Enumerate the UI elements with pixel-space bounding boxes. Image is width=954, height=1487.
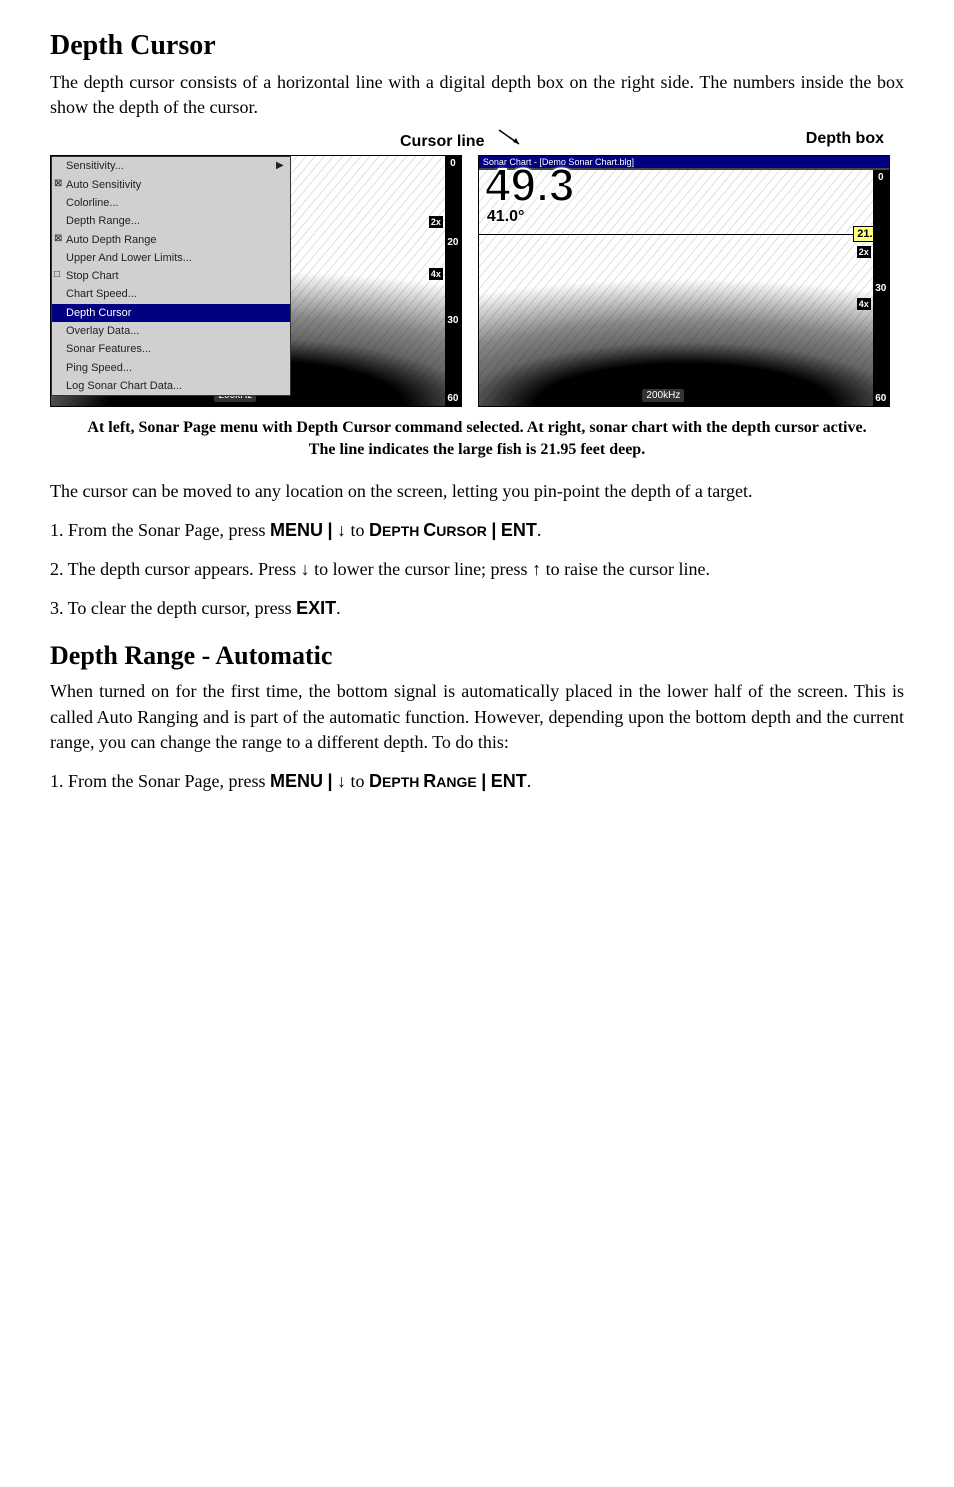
text: .	[537, 520, 542, 540]
text: 1. From the Sonar Page, press	[50, 520, 270, 540]
menu-item[interactable]: Depth Cursor	[52, 304, 290, 322]
ent-key: ENT	[491, 771, 527, 791]
cursor-line-label: Cursor line	[400, 133, 484, 150]
temp-readout: 41.0°	[487, 208, 525, 226]
sep: |	[327, 771, 332, 791]
sonar-page-menu[interactable]: Sensitivity...▶Auto SensitivityColorline…	[51, 156, 291, 396]
text: .	[336, 598, 341, 618]
menu-item[interactable]: Upper And Lower Limits...	[52, 249, 290, 267]
menu-item[interactable]: Sonar Features...	[52, 340, 290, 358]
text: ANGE	[436, 774, 476, 790]
scale-tick: 30	[447, 315, 458, 326]
text: 1. From the Sonar Page, press	[50, 771, 270, 791]
step-b1: 1. From the Sonar Page, press MENU | ↓ t…	[50, 769, 904, 794]
menu-item[interactable]: Ping Speed...	[52, 359, 290, 377]
section2-paragraph: When turned on for the first time, the b…	[50, 679, 904, 755]
menu-key: MENU	[270, 771, 323, 791]
ent-key: ENT	[501, 520, 537, 540]
down-arrow-icon: ↓	[301, 559, 310, 579]
text: EPTH	[382, 523, 423, 539]
cursor-line-arrow-icon	[489, 128, 529, 146]
screenshot-menu: 0 20 30 60 2x 4x 200kHz Sensitivity...▶A…	[50, 155, 462, 407]
zoom-mark: 4x	[429, 268, 443, 280]
scale-tick: 0	[878, 172, 884, 183]
intro-paragraph: The depth cursor consists of a horizonta…	[50, 70, 904, 120]
menu-item[interactable]: Auto Sensitivity	[52, 176, 290, 194]
submenu-arrow-icon: ▶	[276, 159, 284, 172]
text: .	[527, 771, 532, 791]
step-3: 3. To clear the depth cursor, press EXIT…	[50, 596, 904, 621]
zoom-mark: 4x	[857, 298, 871, 310]
scale-tick: 60	[875, 393, 886, 404]
menu-item[interactable]: Depth Range...	[52, 212, 290, 230]
sep: |	[481, 771, 486, 791]
depth-scale: 0 30 60	[873, 170, 889, 406]
depth-cursor-line[interactable]	[479, 234, 873, 235]
zoom-mark: 2x	[429, 216, 443, 228]
exit-key: EXIT	[296, 598, 336, 618]
menu-item[interactable]: Colorline...	[52, 194, 290, 212]
menu-item[interactable]: Stop Chart	[52, 267, 290, 285]
depth-readout: 49.3	[485, 158, 575, 212]
explain-paragraph: The cursor can be moved to any location …	[50, 479, 904, 504]
text: 3. To clear the depth cursor, press	[50, 598, 296, 618]
text: to raise the cursor line.	[546, 559, 710, 579]
down-arrow-icon: ↓	[337, 771, 346, 791]
text: R	[423, 771, 436, 791]
screenshots-row: 0 20 30 60 2x 4x 200kHz Sensitivity...▶A…	[50, 155, 904, 407]
figure-labels: Cursor line Depth box	[50, 130, 904, 151]
scale-tick: 20	[447, 237, 458, 248]
down-arrow-icon: ↓	[337, 520, 346, 540]
text: EPTH	[382, 774, 423, 790]
menu-item[interactable]: Chart Speed...	[52, 285, 290, 303]
text: 2. The depth cursor appears. Press	[50, 559, 301, 579]
menu-item[interactable]: Auto Depth Range	[52, 231, 290, 249]
text: to lower the cursor line; press	[314, 559, 532, 579]
step-2: 2. The depth cursor appears. Press ↓ to …	[50, 557, 904, 582]
scale-tick: 60	[447, 393, 458, 404]
scale-tick: 30	[875, 283, 886, 294]
menu-item[interactable]: Log Sonar Chart Data...	[52, 377, 290, 395]
menu-key: MENU	[270, 520, 323, 540]
text: C	[423, 520, 436, 540]
zoom-marks: 2x 4x	[857, 246, 871, 310]
text: to	[351, 520, 370, 540]
section-title: Depth Cursor	[50, 30, 904, 62]
text: D	[369, 520, 382, 540]
depth-scale: 0 20 30 60	[445, 156, 461, 406]
step-1: 1. From the Sonar Page, press MENU | ↓ t…	[50, 518, 904, 543]
menu-item[interactable]: Sensitivity...▶	[52, 157, 290, 175]
zoom-marks: 2x 4x	[429, 216, 443, 280]
figure: Cursor line Depth box 0 20 30 60 2x 4x 2…	[50, 130, 904, 407]
menu-item[interactable]: Overlay Data...	[52, 322, 290, 340]
sep: |	[491, 520, 496, 540]
depth-box-label: Depth box	[806, 130, 884, 151]
section-title: Depth Range - Automatic	[50, 641, 904, 671]
scale-tick: 0	[450, 158, 456, 169]
text: URSOR	[436, 523, 487, 539]
figure-caption: At left, Sonar Page menu with Depth Curs…	[80, 417, 874, 460]
text: D	[369, 771, 382, 791]
freq-label: 200kHz	[642, 389, 684, 402]
up-arrow-icon: ↑	[532, 559, 541, 579]
zoom-mark: 2x	[857, 246, 871, 258]
text: to	[351, 771, 370, 791]
sep: |	[327, 520, 332, 540]
screenshot-chart: Sonar Chart - [Demo Sonar Chart.blg] 49.…	[478, 155, 890, 407]
